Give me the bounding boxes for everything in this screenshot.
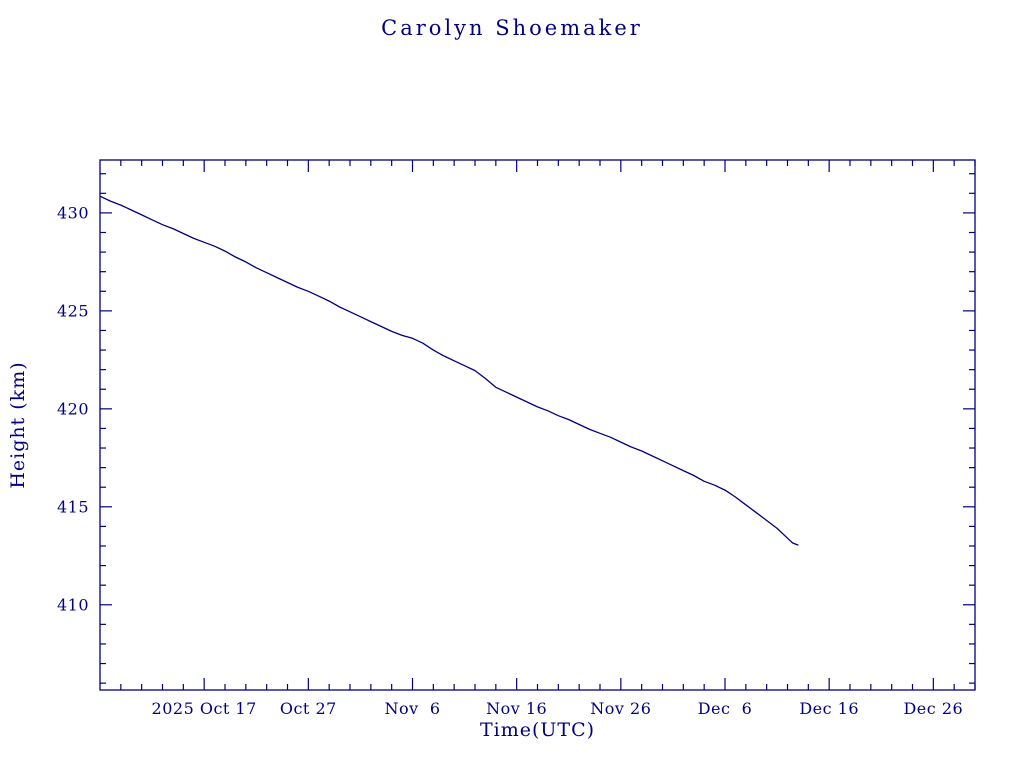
- height-series-line: [99, 195, 799, 546]
- x-tick-label: Nov 16: [486, 699, 547, 718]
- x-tick-label: Nov 26: [590, 699, 651, 718]
- x-tick-label: 2025 Oct 17: [152, 699, 257, 718]
- axis-ticks: [100, 160, 976, 690]
- y-tick-label: 430: [57, 203, 89, 222]
- x-tick-label: Nov 6: [384, 699, 440, 718]
- x-tick-label: Oct 27: [280, 699, 337, 718]
- y-tick-label: 420: [57, 399, 89, 418]
- x-tick-labels: 2025 Oct 17 Oct 27 Nov 6 Nov 16 Nov 26 Dec 6 D…: [152, 699, 963, 718]
- y-tick-label: 410: [57, 595, 89, 614]
- y-tick-label: 425: [57, 301, 89, 320]
- x-tick-label: Dec 16: [799, 699, 859, 718]
- chart-title: Carolyn Shoemaker: [381, 16, 643, 40]
- y-tick-labels: 410 415 420 425 430: [57, 203, 89, 614]
- y-tick-label: 415: [57, 497, 89, 516]
- x-tick-label: Dec 26: [903, 699, 963, 718]
- x-axis-label: Time(UTC): [479, 719, 596, 741]
- plot-frame: [99, 159, 976, 691]
- x-tick-label: Dec 6: [698, 699, 753, 718]
